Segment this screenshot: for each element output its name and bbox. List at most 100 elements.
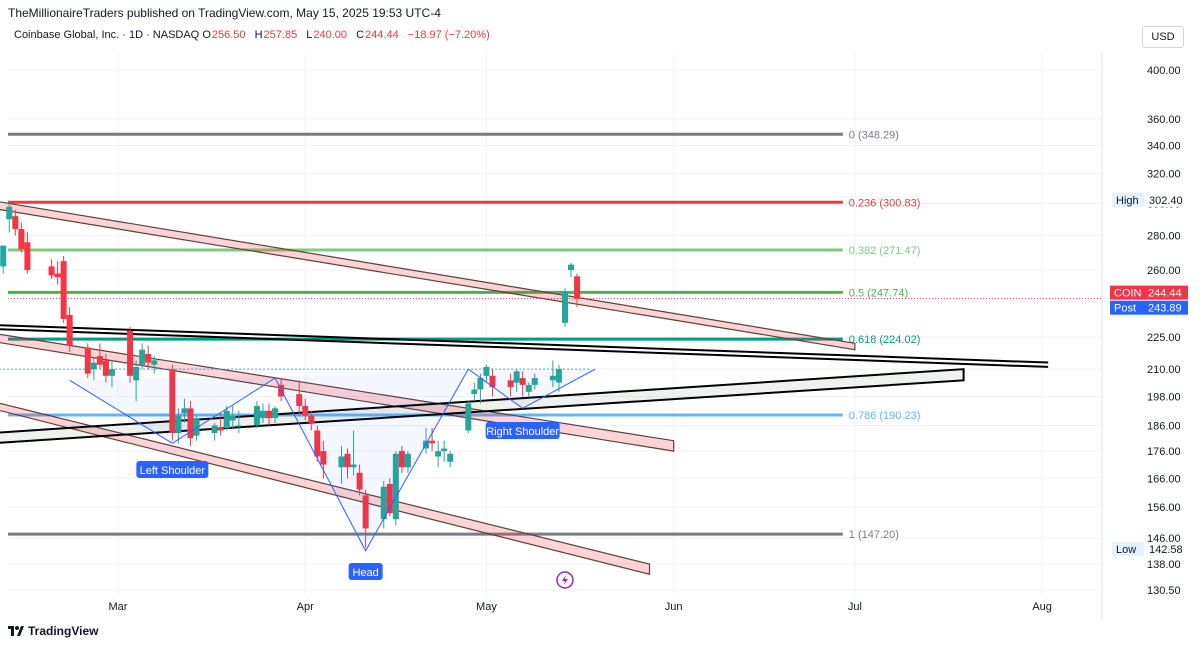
pattern-polyline (69, 368, 596, 552)
candle-body (139, 349, 146, 365)
fib-level-label: 0.382 (271.47) (849, 245, 921, 257)
price-tag-label: COIN (1114, 288, 1142, 300)
candle-body (296, 394, 303, 406)
candle-body (84, 347, 91, 374)
pattern-label: Head (352, 567, 378, 579)
descending-channel-lower (0, 402, 651, 576)
lightning-icon-glyph (561, 575, 568, 585)
fib-level-label: 0.618 (224.02) (849, 334, 921, 346)
candle-body (24, 242, 31, 270)
candle-body (404, 453, 411, 468)
candle-body (145, 353, 152, 363)
footer-brand-label: TradingView (28, 624, 99, 638)
footer-brand[interactable]: TradingView (8, 624, 98, 638)
tradingview-logo-icon (8, 626, 24, 636)
candle-body (223, 410, 230, 428)
price-tag-post: Post 243.89 (1110, 300, 1188, 315)
candle-body (259, 410, 266, 419)
symbol-name: Coinbase Global, Inc. · 1D · NASDAQ (14, 29, 200, 41)
price-tick-label: 400.00 (1147, 65, 1181, 77)
candle-body (441, 448, 448, 452)
change-value: −18.97 (−7.20%) (407, 29, 490, 41)
candle-body (549, 375, 556, 381)
candle-body (187, 408, 194, 439)
price-tick-label: 130.50 (1147, 585, 1181, 597)
price-tag-label-bg (1112, 192, 1144, 207)
candle-body (350, 464, 357, 468)
low-value: 240.00 (313, 29, 348, 41)
price-tag-value: 142.58 (1149, 544, 1183, 556)
price-tick-label: 225.00 (1147, 332, 1181, 344)
price-tag-label: Low (1116, 544, 1136, 556)
price-tag-high: High 302.40 (1112, 192, 1189, 207)
candle-body (435, 451, 442, 457)
time-tick-label: Mar (109, 601, 128, 613)
candle-body (127, 330, 134, 376)
candle-body (568, 264, 574, 270)
candle-body (278, 384, 285, 397)
candle-body (507, 380, 514, 388)
candle-body (90, 362, 97, 370)
candle-body (392, 453, 399, 520)
price-tag-label: High (1116, 195, 1139, 207)
head-shoulders-pattern: Left Shoulder Head Right Shoulder (69, 368, 596, 589)
fib-level-label: 1 (147.20) (849, 529, 899, 541)
candle-body (531, 378, 538, 385)
price-tick-label: 156.00 (1147, 502, 1181, 514)
time-tick-label: Jun (665, 601, 683, 613)
price-tag-coin: COIN 244.44 (1110, 285, 1188, 300)
price-tags: High 302.40 COIN 244.44 Post 243.89 Low 142.58 (1110, 192, 1189, 556)
price-tag-value: 243.89 (1148, 303, 1182, 315)
pattern-label-box (136, 461, 209, 478)
candle-body (60, 261, 67, 319)
candle-body (489, 375, 496, 388)
pattern-label-box (485, 422, 560, 439)
candle-body (356, 472, 363, 490)
candle-body (314, 430, 321, 457)
candle-body (193, 418, 200, 436)
descending-channel-middle (0, 333, 675, 452)
price-tag-value-bg (1142, 300, 1188, 315)
fibonacci-levels: 0 (348.29) 0.236 (300.83) 0.382 (271.47) 0.… (8, 129, 920, 541)
candle-body (12, 216, 19, 230)
candle-body (344, 453, 351, 468)
price-tag-value: 244.44 (1148, 288, 1182, 300)
rising-channel (0, 368, 965, 444)
candle-body (235, 425, 242, 427)
candle-body (320, 451, 327, 465)
candle-body (519, 378, 526, 385)
candle-body (447, 453, 454, 462)
symbol-legend: Coinbase Global, Inc. · 1D · NASDAQ O256… (14, 29, 496, 41)
open-value: 256.50 (211, 29, 246, 41)
candle-body (181, 408, 188, 414)
time-tick-label: Aug (1032, 601, 1052, 613)
candle-body (96, 356, 103, 365)
currency-button[interactable]: USD (1142, 26, 1184, 48)
price-tick-label: 146.00 (1147, 533, 1181, 545)
candles (0, 202, 581, 548)
candle-body (133, 366, 140, 381)
candle-body (555, 369, 562, 383)
price-tick-label: 186.00 (1147, 420, 1181, 432)
low-label: L (306, 29, 313, 41)
candle-body (18, 229, 25, 250)
candle-body (54, 273, 61, 278)
candle-body (386, 483, 393, 514)
descending-channel-upper (0, 201, 856, 351)
fib-level-label: 0.5 (247.74) (849, 287, 908, 299)
pattern-label: Right Shoulder (486, 426, 559, 438)
price-tag-label-bg (1110, 285, 1142, 300)
publisher-line: TheMillionaireTraders published on Tradi… (8, 6, 441, 20)
candle-body (211, 425, 218, 434)
candle-body (308, 415, 315, 423)
price-tick-label: 320.00 (1147, 169, 1181, 181)
close-label: C (356, 29, 365, 41)
candle-body (574, 276, 581, 299)
candle-body (48, 266, 55, 276)
open-label: O (202, 29, 211, 41)
high-value: 257.85 (263, 29, 298, 41)
price-tag-low: Low 142.58 (1112, 541, 1189, 556)
price-axis: 130.50 138.00 146.00 156.00 166.00 176.00 186.… (1101, 52, 1181, 620)
candle-body (429, 440, 436, 444)
